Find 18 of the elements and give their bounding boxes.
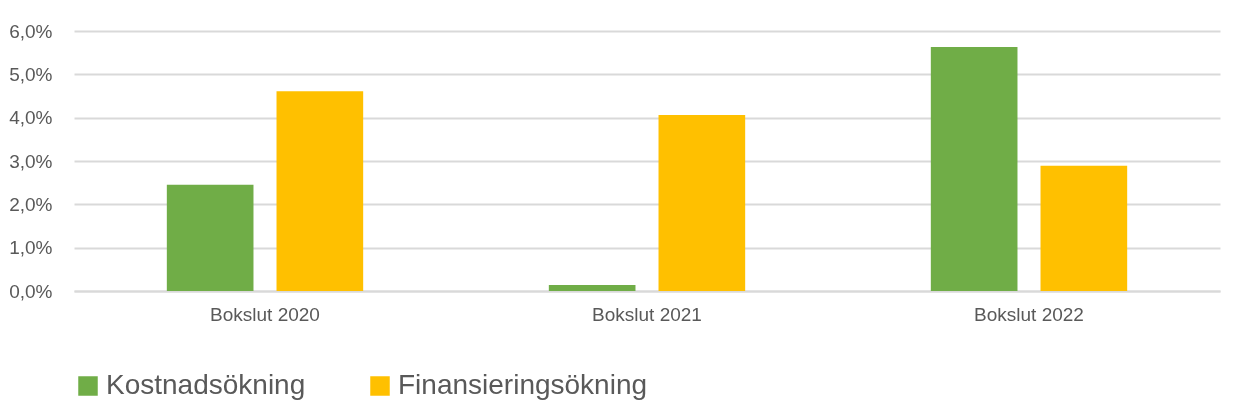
bar [658, 115, 746, 291]
y-tick-label: 0,0% [9, 280, 53, 302]
x-tick-label: Bokslut 2020 [210, 303, 320, 325]
x-tick-label: Bokslut 2022 [974, 303, 1084, 325]
y-tick-label: 6,0% [9, 20, 53, 42]
legend-label: Kostnadsökning [106, 369, 306, 400]
y-tick-label: 2,0% [9, 193, 53, 215]
bar [1040, 165, 1128, 291]
bar [276, 91, 364, 291]
bar [166, 184, 254, 291]
bar [930, 47, 1018, 291]
bar [548, 284, 636, 291]
x-tick-label: Bokslut 2021 [592, 303, 702, 325]
legend-label: Finansieringsökning [398, 369, 648, 400]
y-tick-label: 4,0% [9, 107, 53, 129]
y-tick-label: 1,0% [9, 237, 53, 259]
y-tick-label: 5,0% [9, 63, 53, 85]
y-tick-label: 3,0% [9, 150, 53, 172]
